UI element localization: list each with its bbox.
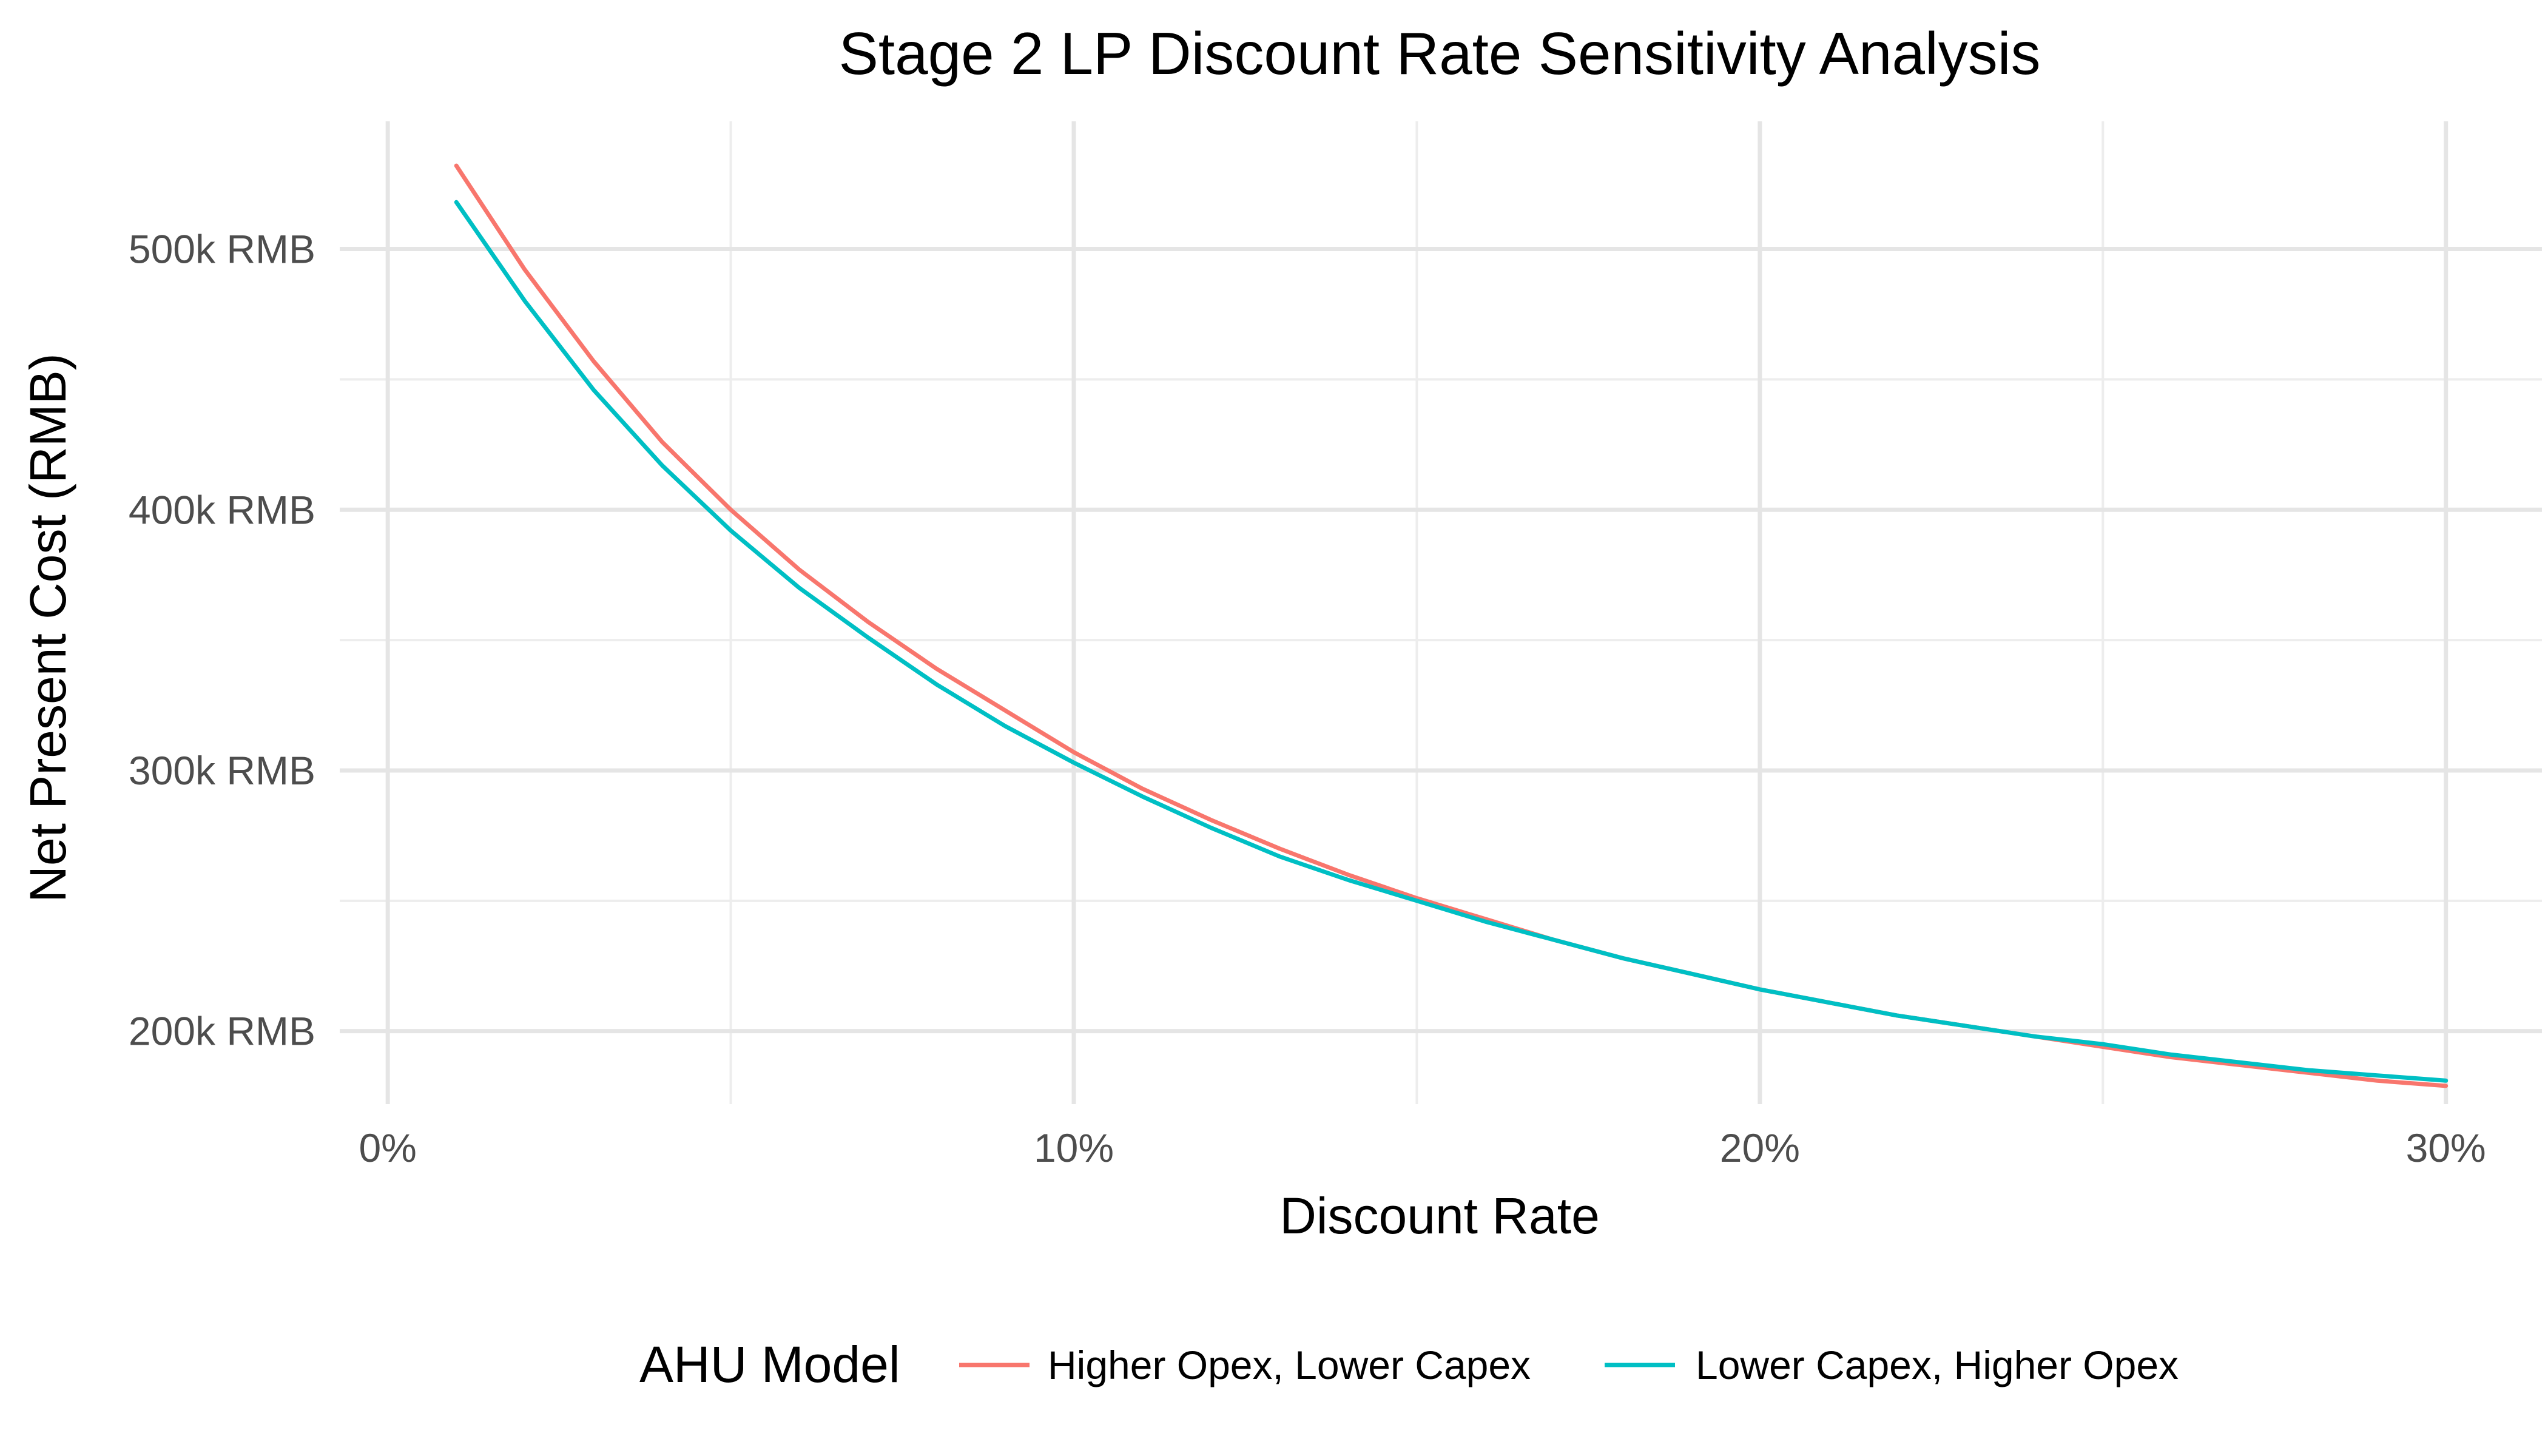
legend-title: AHU Model [639, 1336, 900, 1393]
series-line-lower-capex [454, 200, 2449, 1083]
grid [340, 121, 2542, 1104]
x-axis-ticks: 0% 10% 20% 30% [359, 1125, 2486, 1170]
legend: AHU Model Higher Opex, Lower Capex Lower… [639, 1336, 2179, 1393]
y-tick-label: 300k RMB [129, 748, 315, 793]
series-line-higher-opex [454, 163, 2449, 1088]
x-tick-label: 0% [359, 1125, 416, 1170]
legend-label-lower-capex: Lower Capex, Higher Opex [1696, 1343, 2179, 1387]
y-axis-title: Net Present Cost (RMB) [19, 353, 76, 903]
x-tick-label: 10% [1034, 1125, 1114, 1170]
x-tick-label: 20% [1720, 1125, 1800, 1170]
x-tick-label: 30% [2406, 1125, 2486, 1170]
chart-title: Stage 2 LP Discount Rate Sensitivity Ana… [838, 20, 2040, 87]
y-tick-label: 400k RMB [129, 487, 315, 532]
series-layer [454, 163, 2449, 1088]
legend-label-higher-opex: Higher Opex, Lower Capex [1048, 1343, 1531, 1387]
y-tick-label: 500k RMB [129, 227, 315, 272]
y-tick-label: 200k RMB [129, 1009, 315, 1054]
x-axis-title: Discount Rate [1279, 1187, 1600, 1244]
y-axis-ticks: 200k RMB 300k RMB 400k RMB 500k RMB [129, 227, 315, 1054]
